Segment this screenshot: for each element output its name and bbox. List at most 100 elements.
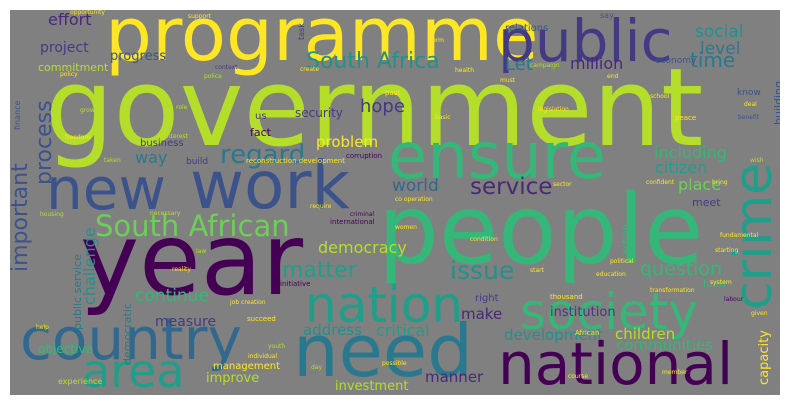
word-important: important — [10, 163, 33, 272]
word-nation: nation — [305, 276, 464, 334]
word-fund: fund — [703, 279, 726, 290]
word-place: place — [678, 175, 722, 194]
word-freedom: freedom — [65, 134, 91, 141]
word-cloud: government people programme year new wor… — [10, 10, 780, 395]
word-need: need — [293, 309, 473, 393]
word-programme: programme — [105, 10, 539, 78]
word-thousand: thousand — [550, 293, 583, 301]
word-experience: experience — [58, 377, 103, 386]
word-security: security — [295, 106, 343, 120]
word-finance: finance — [13, 100, 22, 130]
word-effort: effort — [48, 10, 92, 29]
word-problem: problem — [316, 133, 379, 151]
word-make: make — [461, 305, 503, 323]
word-member: member — [662, 369, 688, 376]
word-building: building — [772, 80, 780, 125]
word-time: time — [690, 48, 736, 72]
word-south-african: South African — [95, 209, 290, 243]
word-reality: reality — [172, 266, 191, 273]
word-basic: basic — [435, 114, 451, 121]
word-challenge: challenge — [80, 227, 99, 305]
word-project: project — [40, 40, 89, 56]
word-help: help — [36, 324, 49, 331]
word-law: law — [196, 248, 207, 255]
word-children: children — [615, 325, 676, 343]
word-level: level — [700, 39, 741, 59]
word-year: year — [80, 201, 304, 318]
word-education: education — [596, 271, 626, 278]
word-criminal: criminal — [350, 211, 375, 218]
word-legislation: legislation — [538, 106, 569, 113]
word-system: system — [710, 279, 732, 286]
word-improve: improve — [206, 371, 260, 386]
word-democratic: democratic — [121, 303, 134, 365]
word-deal: deal — [744, 101, 757, 108]
word-people: people — [378, 174, 704, 286]
word-action: action — [621, 224, 632, 255]
word-social: social — [695, 22, 744, 42]
word-management: management — [213, 361, 280, 372]
word-reconstruction-development: reconstruction development — [246, 157, 345, 165]
word-necessary: necessary — [150, 210, 181, 217]
word-benefit: benefit — [738, 114, 760, 121]
word-us: us — [255, 111, 267, 122]
word-area: area — [82, 344, 185, 395]
word-public-service: public service — [71, 254, 84, 330]
word-youth: youth — [268, 343, 286, 350]
word-process: process — [32, 100, 57, 185]
word-world: world — [392, 176, 439, 196]
word-political: political — [610, 258, 634, 265]
word-say: say — [600, 11, 614, 20]
word-meet: meet — [692, 196, 721, 209]
word-government: government — [45, 46, 704, 171]
word-national: national — [498, 330, 734, 395]
word-corruption: corruption — [346, 152, 383, 160]
word-taken: taken — [104, 157, 121, 164]
word-growth: growth — [80, 107, 101, 114]
word-society: society — [520, 283, 698, 341]
word-initiative: initiative — [280, 280, 311, 288]
word-job-creation: job creation — [230, 299, 266, 306]
word-regard: regard — [220, 140, 306, 170]
word-economy: economy — [655, 56, 697, 66]
word-must: must — [500, 77, 516, 84]
word-african: African — [575, 329, 600, 337]
word-past: past — [385, 89, 401, 97]
word-police: police — [204, 73, 222, 80]
word-peace: peace — [675, 114, 697, 122]
word-labour: labour — [724, 296, 744, 303]
word-wish: wish — [750, 157, 764, 164]
word-relations: relations — [505, 23, 549, 34]
word-address: address — [303, 321, 362, 339]
word-end: end — [607, 73, 619, 80]
word-let: Let — [505, 54, 533, 75]
word-campaign: campaign — [530, 62, 560, 69]
word-fundamental: fundamental — [720, 232, 759, 239]
word-capacity: capacity — [757, 330, 772, 385]
word-institution: institution — [550, 305, 616, 320]
word-succeed: succeed — [247, 315, 276, 323]
word-continue: continue — [135, 286, 209, 306]
word-bring: bring — [712, 179, 728, 186]
word-housing: housing — [40, 211, 64, 218]
word-critical: critical — [376, 321, 430, 340]
word-create: create — [300, 66, 320, 73]
word-including: including — [654, 143, 727, 162]
word-given: given — [751, 310, 768, 317]
word-policy: policy — [60, 71, 78, 78]
word-million: million — [570, 54, 624, 73]
word-sector: sector — [553, 181, 572, 188]
word-public: public — [498, 10, 673, 75]
word-measure: measure — [155, 314, 217, 330]
word-starting: starting — [715, 247, 739, 254]
word-school: school — [650, 93, 670, 100]
word-citizen: citizen — [655, 158, 708, 177]
word-service: service — [470, 174, 553, 200]
word-investment: investment — [335, 379, 409, 394]
word-transformation: transformation — [650, 287, 695, 294]
word-form: form — [430, 37, 444, 44]
word-ensure: ensure — [388, 120, 607, 194]
word-right: right — [475, 293, 499, 304]
word-question: question — [640, 258, 723, 280]
word-co-operation: co operation — [395, 196, 433, 203]
